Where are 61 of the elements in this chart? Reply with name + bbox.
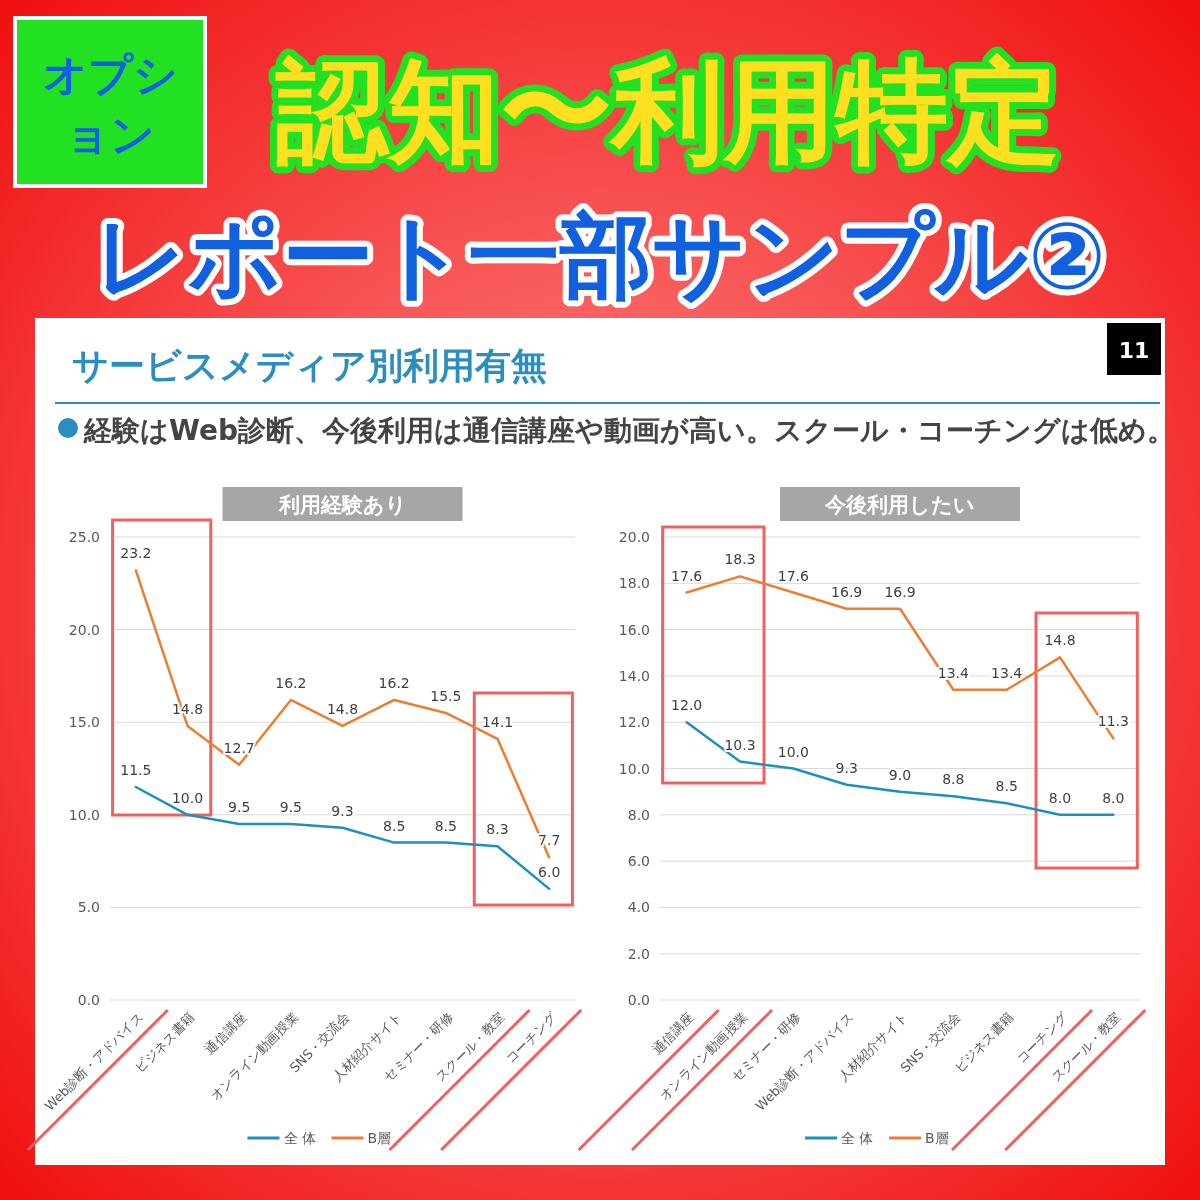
data-label: 17.6 xyxy=(777,567,810,584)
data-label: 14.8 xyxy=(1044,632,1076,649)
text: オプション xyxy=(42,49,178,160)
data-label: 9.3 xyxy=(331,802,354,819)
text: 11 xyxy=(1118,338,1150,363)
data-label: 16.2 xyxy=(275,674,307,691)
y-tick-label: 5.0 xyxy=(77,899,100,916)
y-tick-label: 2.0 xyxy=(627,945,650,962)
data-label: 13.4 xyxy=(991,664,1023,681)
data-label: 8.0 xyxy=(1102,789,1125,806)
y-tick-label: 20.0 xyxy=(68,621,100,638)
legend-label: 全 体 xyxy=(283,1130,316,1146)
data-label: 14.1 xyxy=(481,713,514,730)
data-label: 9.5 xyxy=(228,799,251,816)
data-label: 17.6 xyxy=(671,567,703,584)
data-label: 6.0 xyxy=(538,863,561,880)
data-label: 11.5 xyxy=(120,762,152,779)
y-tick-label: 15.0 xyxy=(68,714,100,731)
y-tick-label: 18.0 xyxy=(618,575,650,592)
text: サービスメディア別利用有無 xyxy=(72,345,547,386)
data-label: 14.8 xyxy=(326,700,359,717)
legend-label: B層 xyxy=(367,1130,392,1146)
legend-label: 全 体 xyxy=(841,1130,874,1146)
data-label: 23.2 xyxy=(120,545,152,562)
text: レポート一部サンプル② xyxy=(94,203,1106,310)
y-tick-label: 10.0 xyxy=(68,806,100,823)
text: 経験はWeb診断、今後利用は通信講座や動画が高い。スクール・コーチングは低め。 xyxy=(83,414,1175,447)
x-tick-label: 通信講座 xyxy=(201,1009,250,1057)
data-label: 16.2 xyxy=(378,674,410,691)
data-label: 16.9 xyxy=(884,583,916,600)
data-label: 9.3 xyxy=(835,759,858,776)
chart-title: 利用経験あり xyxy=(277,493,407,517)
data-label: 10.0 xyxy=(777,743,809,760)
y-tick-label: 4.0 xyxy=(627,899,650,916)
y-tick-label: 12.0 xyxy=(618,714,650,731)
data-label: 8.8 xyxy=(942,771,965,788)
y-tick-label: 14.0 xyxy=(618,667,650,684)
y-tick-label: 6.0 xyxy=(627,853,650,870)
data-label: 9.5 xyxy=(279,799,302,816)
y-tick-label: 0.0 xyxy=(77,992,100,1008)
data-label: 8.5 xyxy=(995,778,1018,795)
data-label: 15.5 xyxy=(430,687,462,704)
data-label: 10.3 xyxy=(724,736,756,753)
data-label: 12.0 xyxy=(671,697,703,714)
data-label: 8.3 xyxy=(486,821,509,838)
y-tick-label: 25.0 xyxy=(68,529,100,545)
y-tick-label: 16.0 xyxy=(618,621,650,638)
data-label: 8.0 xyxy=(1048,789,1072,806)
y-tick-label: 0.0 xyxy=(627,992,650,1008)
y-tick-label: 8.0 xyxy=(627,806,650,823)
x-tick-label: 通信講座 xyxy=(649,1009,697,1057)
legend-label: B層 xyxy=(925,1130,949,1146)
data-label: 10.0 xyxy=(171,789,204,806)
chart-title: 今後利用したい xyxy=(824,493,975,517)
data-label: 8.5 xyxy=(434,817,457,834)
data-label: 16.9 xyxy=(831,583,863,600)
data-label: 9.0 xyxy=(888,766,912,783)
y-tick-label: 20.0 xyxy=(618,529,650,545)
data-label: 8.5 xyxy=(383,817,406,834)
data-label: 18.3 xyxy=(724,551,756,568)
y-tick-label: 10.0 xyxy=(618,760,650,777)
